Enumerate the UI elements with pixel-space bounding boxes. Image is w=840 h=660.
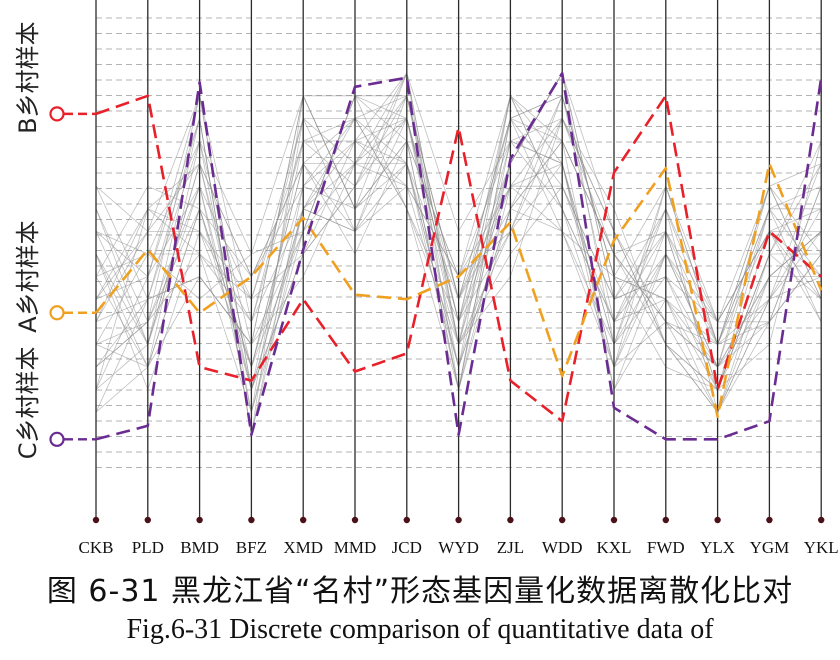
axis-label-ylx: YLX: [700, 538, 735, 557]
axis-end-dot-mmd: [351, 516, 359, 524]
group-marker-2: [49, 305, 65, 321]
group-marker-3: [49, 431, 65, 447]
axis-label-mmd: MMD: [334, 538, 377, 557]
axis-label-jcd: JCD: [392, 538, 422, 557]
group-label-1: B乡村样本: [14, 21, 42, 133]
group-label-2: A乡村样本: [14, 220, 42, 332]
group-marker-1: [49, 106, 65, 122]
axis-end-dot-kxl: [610, 516, 618, 524]
axis-end-dot-zjl: [507, 516, 514, 524]
axis-end-dot-wyd: [455, 516, 462, 524]
axis-end-dot-bmd: [196, 516, 203, 524]
axis-labels: CKB PLD BMD BFZ XMD MMD JCD WYD ZJL WDD KXL FWD YLX Y…: [79, 538, 839, 557]
axis-end-dot-ygm: [766, 516, 773, 524]
axis-label-wdd: WDD: [542, 538, 583, 557]
axis-end-dot-xmd: [300, 516, 307, 524]
highlight-series: [94, 71, 823, 441]
series-line-2: [94, 162, 823, 419]
axis-label-wyd: WYD: [438, 538, 479, 557]
axis-end-dot-ckb: [92, 516, 100, 524]
axis-label-ckb: CKB: [79, 538, 114, 557]
series-line-3: [95, 71, 823, 441]
axis-end-dot-bfz: [248, 516, 255, 524]
axis-label-fwd: FWD: [647, 538, 685, 557]
axis-end-dot-ylx: [714, 516, 721, 524]
group-label-3: C乡村样本: [14, 347, 42, 460]
axis-end-dot-jcd: [403, 516, 410, 524]
group-labels: B乡村样本 A乡村样本 C乡村样本: [14, 21, 96, 459]
axis-end-dot-fwd: [662, 516, 669, 524]
axis-label-bmd: BMD: [180, 538, 219, 557]
axis-label-kxl: KXL: [597, 538, 632, 557]
axis-end-dot-pld: [144, 516, 151, 524]
axis-end-dot-ykl: [818, 516, 825, 524]
figure-caption-english: Fig.6-31 Discrete comparison of quantita…: [126, 614, 714, 645]
axis-label-zjl: ZJL: [497, 538, 524, 557]
axis-label-ygm: YGM: [750, 538, 790, 557]
parallel-coordinates-chart: B乡村样本 A乡村样本 C乡村样本 CKB PLD BMD BFZ XMD MMD JCD WYD…: [14, 0, 839, 557]
axis-label-bfz: BFZ: [236, 538, 267, 557]
axes: [92, 0, 825, 524]
axis-label-xmd: XMD: [283, 538, 323, 557]
axis-label-pld: PLD: [132, 538, 164, 557]
axis-end-dot-wdd: [559, 516, 566, 524]
axis-label-ykl: YKL: [804, 538, 839, 557]
figure-caption-chinese: 图 6-31 黑龙江省“名村”形态基因量化数据离散化比对: [46, 574, 794, 609]
series-line-1: [95, 94, 823, 423]
